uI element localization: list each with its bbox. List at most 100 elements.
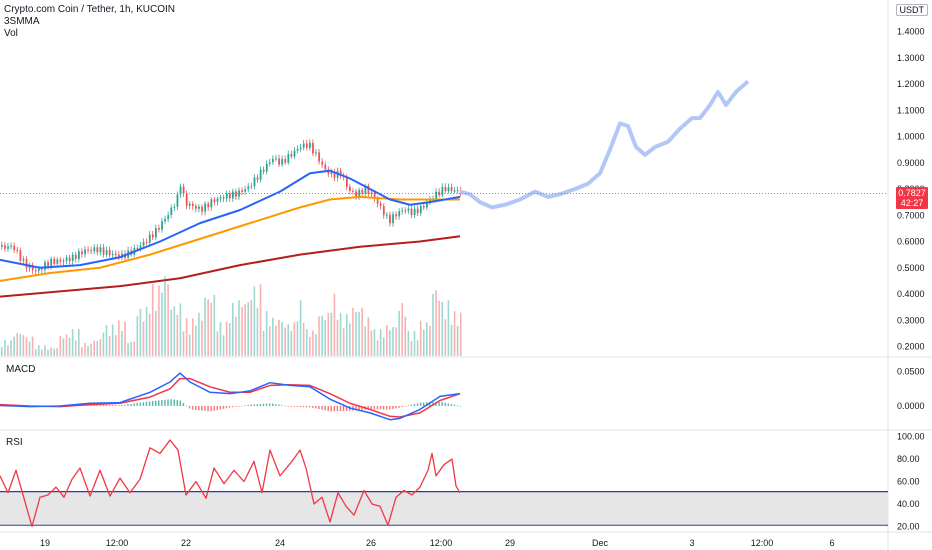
candle-body (321, 161, 324, 165)
macd-label[interactable]: MACD (6, 364, 36, 375)
macd-histogram-bar (216, 406, 218, 411)
candle-body (241, 190, 244, 192)
candle-body (176, 194, 179, 207)
candle-body (136, 248, 139, 250)
volume-bar (74, 340, 77, 356)
candle-body (99, 247, 102, 253)
candle-body (367, 185, 370, 194)
volume-bar (293, 322, 296, 356)
indicator-volume-label[interactable]: Vol (4, 28, 18, 39)
volume-bar (139, 308, 142, 356)
volume-bar (324, 320, 326, 356)
macd-histogram-bar (290, 406, 292, 407)
macd-histogram-bar (444, 402, 446, 406)
candle-body (379, 203, 382, 207)
macd-histogram-bar (185, 405, 188, 407)
rsi-axis-tick: 80.00 (897, 454, 920, 464)
macd-histogram-bar (435, 402, 437, 406)
volume-bar (321, 315, 323, 356)
macd-histogram-bar (309, 406, 311, 408)
candle-body (268, 162, 271, 164)
candle-body (105, 250, 108, 255)
volume-bar (31, 336, 34, 356)
macd-histogram-bar (155, 400, 157, 406)
volume-bar (272, 317, 274, 356)
macd-histogram-bar (250, 404, 252, 406)
macd-histogram-bar (145, 401, 148, 406)
candle-body (219, 197, 222, 199)
volume-bar (336, 319, 339, 356)
volume-bar (47, 349, 49, 356)
macd-histogram-bar (419, 402, 422, 406)
volume-bar (158, 285, 160, 356)
volume-bar (361, 307, 363, 356)
candle-body (22, 259, 25, 261)
volume-bar (213, 294, 216, 356)
macd-histogram-bar (305, 406, 308, 408)
macd-histogram-bar (392, 406, 394, 409)
volume-bar (155, 310, 157, 356)
volume-bar (330, 312, 333, 356)
macd-histogram-bar (228, 406, 231, 408)
volume-bar (339, 312, 342, 356)
candle-body (148, 234, 151, 243)
candle-body (389, 214, 391, 224)
macd-histogram-bar (130, 403, 132, 406)
candle-body (401, 210, 404, 212)
rsi-band (0, 491, 888, 526)
currency-badge[interactable]: USDT (895, 4, 928, 16)
volume-bar (13, 336, 15, 356)
macd-histogram-bar (151, 401, 154, 406)
price-axis-tick: 0.5000 (897, 263, 925, 273)
volume-bar (210, 302, 213, 356)
macd-histogram-bar (278, 404, 280, 406)
volume-bar (84, 342, 86, 356)
candle-body (155, 228, 157, 238)
macd-histogram-bar (315, 406, 317, 409)
volume-bar (182, 331, 185, 356)
candle-body (262, 169, 265, 172)
candle-body (370, 192, 373, 194)
indicator-3smma-label[interactable]: 3SMMA (4, 16, 40, 27)
symbol-title[interactable]: Crypto.com Coin / Tether, 1h, KUCOIN (4, 4, 175, 15)
volume-bar (429, 326, 431, 356)
time-axis-tick: 3 (689, 538, 694, 548)
macd-histogram-bar (293, 406, 295, 407)
macd-histogram-bar (108, 405, 111, 406)
volume-bar (7, 345, 9, 356)
macd-histogram-bar (284, 405, 286, 407)
rsi-pane (0, 439, 888, 528)
volume-bar (367, 317, 370, 356)
price-axis-tick: 0.6000 (897, 237, 925, 247)
candle-body (7, 246, 9, 249)
volume-bar (305, 329, 308, 356)
volume-bar (65, 334, 68, 356)
time-axis-tick: 29 (505, 538, 515, 548)
volume-bar (96, 340, 99, 356)
macd-histogram-bar (416, 403, 419, 406)
volume-bar (265, 311, 268, 356)
volume-bar (432, 294, 434, 356)
volume-bar (185, 318, 188, 356)
candle-body (284, 159, 287, 163)
macd-histogram-bar (401, 406, 403, 408)
volume-bar (228, 322, 231, 356)
candle-body (398, 211, 401, 217)
volume-bar (59, 335, 62, 356)
volume-bar (118, 320, 120, 356)
macd-histogram-bar (204, 406, 206, 411)
volume-bar (389, 330, 391, 356)
volume-bar (358, 311, 360, 356)
macd-histogram-bar (361, 406, 363, 411)
volume-bar (438, 300, 440, 356)
volume-pane (1, 276, 462, 356)
macd-histogram-bar (158, 400, 160, 406)
volume-bar (167, 284, 169, 356)
macd-histogram-bar (447, 403, 449, 406)
volume-bar (407, 331, 410, 356)
macd-histogram-bar (386, 406, 388, 410)
rsi-label[interactable]: RSI (6, 437, 23, 448)
candle-body (410, 208, 413, 215)
macd-histogram-bar (111, 405, 114, 406)
